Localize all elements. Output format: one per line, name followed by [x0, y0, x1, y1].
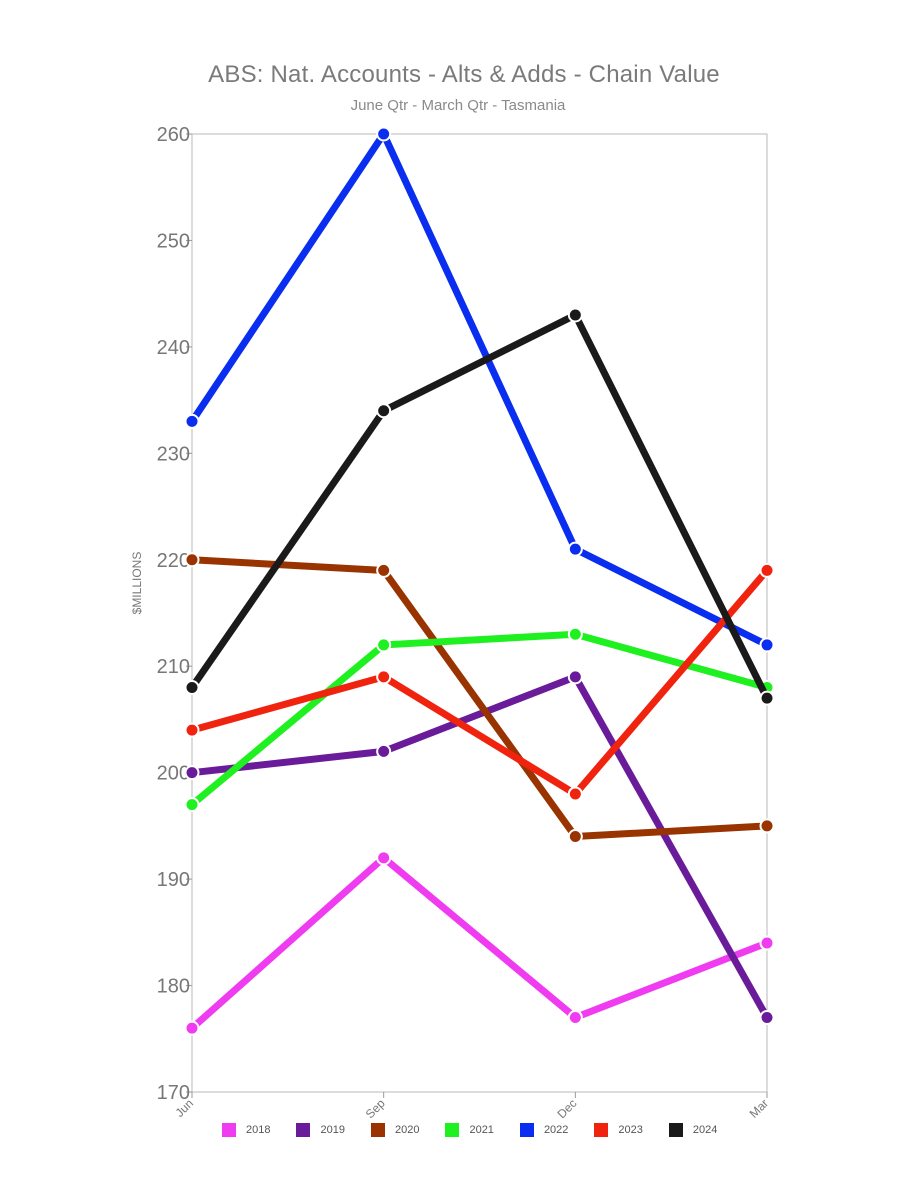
legend-item-2021[interactable]: 2021 [445, 1123, 494, 1137]
data-point[interactable] [759, 1009, 775, 1025]
data-point[interactable] [759, 637, 775, 653]
data-point[interactable] [376, 850, 392, 866]
data-point[interactable] [567, 829, 583, 845]
x-tick-label: Sep [363, 1096, 388, 1121]
legend-label: 2019 [320, 1124, 345, 1136]
series-2021 [184, 626, 775, 813]
legend-item-2024[interactable]: 2024 [668, 1123, 718, 1137]
data-point[interactable] [759, 818, 775, 834]
y-tick-label: 200 [157, 763, 190, 785]
data-point[interactable] [184, 765, 200, 781]
series-2023 [184, 562, 775, 802]
data-point[interactable] [376, 637, 392, 653]
series-2018 [184, 850, 775, 1036]
legend-item-2023[interactable]: 2023 [594, 1123, 643, 1137]
y-tick-label: 210 [157, 656, 190, 678]
legend-swatch [519, 1123, 534, 1137]
legend-label: 2022 [543, 1124, 569, 1136]
data-point[interactable] [376, 126, 392, 142]
legend-item-2020[interactable]: 2020 [370, 1123, 420, 1137]
data-point[interactable] [376, 403, 392, 419]
data-point[interactable] [184, 552, 200, 568]
series-line [188, 130, 771, 649]
y-tick-label: 250 [157, 230, 190, 252]
series-line [188, 566, 771, 798]
data-point[interactable] [759, 562, 775, 578]
legend-swatch [445, 1123, 460, 1137]
y-axis-title: $MILLIONS [130, 552, 144, 615]
data-point[interactable] [759, 935, 775, 951]
data-point[interactable] [567, 626, 583, 642]
x-tick-label: Mar [747, 1096, 772, 1121]
legend-swatch [594, 1123, 609, 1137]
chart-title: ABS: Nat. Accounts - Alts & Adds - Chain… [208, 61, 720, 88]
data-point[interactable] [184, 680, 200, 696]
series-line [188, 673, 771, 1021]
legend-label: 2020 [394, 1124, 420, 1136]
data-point[interactable] [184, 722, 200, 738]
legend-swatch [668, 1123, 683, 1137]
legend-label: 2021 [469, 1124, 494, 1136]
data-point[interactable] [567, 1009, 583, 1025]
series-2022 [184, 126, 775, 653]
legend-label: 2024 [692, 1124, 718, 1136]
legend-swatch [370, 1123, 385, 1137]
data-point[interactable] [567, 307, 583, 323]
series-2020 [184, 552, 775, 845]
data-point[interactable] [376, 562, 392, 578]
data-point[interactable] [567, 541, 583, 557]
legend-swatch [222, 1123, 236, 1137]
x-tick-label: Dec [554, 1096, 579, 1121]
y-tick-label: 240 [157, 337, 190, 359]
series-line [188, 630, 771, 809]
series-2024 [184, 307, 775, 706]
data-point[interactable] [184, 413, 200, 429]
series-line [188, 556, 771, 841]
data-point[interactable] [184, 797, 200, 813]
legend-item-2022[interactable]: 2022 [519, 1123, 569, 1137]
data-point[interactable] [567, 669, 583, 685]
y-tick-label: 170 [157, 1082, 190, 1104]
data-point[interactable] [759, 690, 775, 706]
y-tick-label: 190 [157, 869, 190, 891]
series-2019 [184, 669, 775, 1025]
legend: 2018 2019 2020 2021 2022 2023 2024 [222, 1123, 743, 1137]
data-point[interactable] [376, 669, 392, 685]
y-tick-label: 230 [157, 443, 190, 465]
series-layer [184, 126, 775, 1036]
y-tick-label: 180 [157, 976, 190, 998]
y-tick-label: 260 [157, 124, 190, 146]
plot-frame [191, 133, 768, 1093]
series-line [188, 854, 771, 1032]
legend-label: 2023 [618, 1124, 643, 1136]
legend-item-2019[interactable]: 2019 [296, 1123, 345, 1137]
y-tick-label: 220 [157, 550, 190, 572]
legend-swatch [296, 1123, 311, 1137]
legend-label: 2018 [246, 1124, 271, 1136]
chart-subtitle: June Qtr - March Qtr - Tasmania [350, 97, 566, 114]
data-point[interactable] [567, 786, 583, 802]
legend-item-2018[interactable]: 2018 [222, 1123, 270, 1137]
data-point[interactable] [184, 1020, 200, 1036]
series-line [188, 311, 771, 702]
data-point[interactable] [376, 743, 392, 759]
